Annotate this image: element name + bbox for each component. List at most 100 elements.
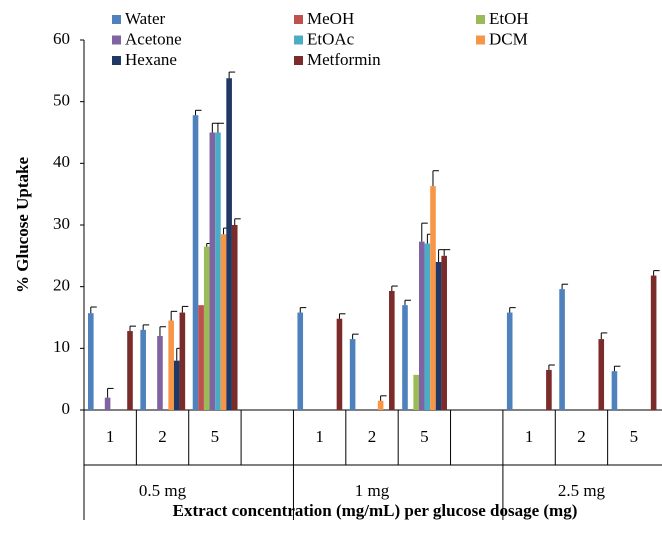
error-bar bbox=[438, 249, 445, 262]
error-bar bbox=[181, 305, 189, 313]
error-bar bbox=[509, 307, 516, 313]
error-bar bbox=[211, 122, 219, 133]
bar bbox=[650, 275, 657, 410]
bar bbox=[413, 374, 419, 410]
legend-swatch bbox=[112, 35, 121, 45]
y-tick-label: 30 bbox=[53, 214, 70, 233]
legend-swatch bbox=[112, 15, 121, 24]
legend-label: EtOH bbox=[489, 9, 529, 28]
bar bbox=[192, 115, 199, 410]
error-bar bbox=[561, 283, 569, 290]
error-bar bbox=[404, 299, 411, 306]
x-tick-label: 5 bbox=[630, 427, 639, 446]
error-bar bbox=[421, 222, 428, 242]
error-bar bbox=[352, 333, 359, 340]
bar bbox=[418, 241, 425, 410]
bar bbox=[349, 339, 356, 410]
legend-swatch bbox=[476, 35, 485, 45]
y-tick-label: 20 bbox=[53, 276, 70, 295]
bar bbox=[297, 312, 304, 410]
legend-label: Acetone bbox=[125, 29, 182, 48]
x-tick-label: 5 bbox=[420, 427, 429, 446]
y-tick-label: 60 bbox=[53, 29, 70, 48]
legend-swatch bbox=[476, 15, 485, 24]
bar bbox=[559, 289, 565, 410]
error-bar bbox=[432, 170, 439, 187]
error-bar bbox=[170, 310, 178, 321]
group-label: 1 mg bbox=[355, 481, 390, 500]
bar bbox=[173, 360, 180, 410]
legend-swatch bbox=[294, 35, 303, 45]
bar bbox=[179, 312, 186, 410]
error-bar bbox=[159, 326, 166, 336]
bar bbox=[231, 225, 238, 410]
legend-label: MeOH bbox=[307, 9, 354, 28]
bar bbox=[140, 329, 146, 410]
error-bar bbox=[443, 249, 451, 256]
error-bar bbox=[653, 270, 660, 276]
legend-swatch bbox=[294, 15, 303, 24]
legend-label: EtOAc bbox=[307, 29, 355, 48]
bar bbox=[157, 336, 163, 410]
legend-label: DCM bbox=[489, 29, 528, 48]
x-tick-label: 1 bbox=[525, 427, 534, 446]
bar bbox=[598, 339, 605, 410]
legend-swatch bbox=[112, 56, 121, 65]
group-label: 2.5 mg bbox=[558, 481, 606, 500]
legend-label: Metformin bbox=[307, 50, 381, 69]
error-bar bbox=[548, 364, 555, 370]
bar bbox=[424, 243, 431, 410]
bar bbox=[546, 369, 552, 410]
bar bbox=[441, 255, 447, 410]
x-tick-label: 2 bbox=[577, 427, 586, 446]
y-axis-title: % Glucose Uptake bbox=[13, 157, 32, 293]
legend-swatch bbox=[294, 56, 303, 65]
error-bar bbox=[299, 307, 307, 313]
bar bbox=[377, 400, 384, 410]
bar bbox=[168, 320, 174, 410]
x-tick-label: 1 bbox=[106, 427, 115, 446]
bar bbox=[402, 305, 408, 410]
x-axis-title: Extract concentration (mg/mL) per glucos… bbox=[172, 501, 578, 520]
error-bar bbox=[217, 122, 224, 133]
legend-label: Hexane bbox=[125, 50, 177, 69]
bar bbox=[198, 305, 204, 410]
y-tick-label: 0 bbox=[62, 399, 71, 418]
bar bbox=[220, 234, 227, 410]
group-label: 0.5 mg bbox=[139, 481, 187, 500]
bar bbox=[127, 331, 133, 410]
x-tick-label: 5 bbox=[211, 427, 220, 446]
error-bar bbox=[600, 332, 608, 340]
bar bbox=[203, 246, 210, 410]
error-bar bbox=[228, 71, 236, 79]
error-bar bbox=[613, 365, 621, 372]
error-bar bbox=[129, 325, 136, 332]
bar bbox=[209, 132, 216, 410]
bar bbox=[336, 318, 343, 410]
x-tick-label: 2 bbox=[158, 427, 167, 446]
x-tick-label: 2 bbox=[368, 427, 377, 446]
error-bar bbox=[391, 285, 398, 291]
y-tick-label: 50 bbox=[53, 91, 70, 110]
bar bbox=[430, 186, 436, 410]
bar bbox=[389, 290, 395, 410]
error-bar bbox=[338, 313, 346, 319]
bar bbox=[611, 371, 618, 410]
bar bbox=[215, 132, 221, 410]
bar bbox=[88, 313, 94, 410]
error-bar bbox=[234, 218, 241, 225]
bar bbox=[435, 262, 442, 410]
error-bar bbox=[195, 109, 202, 116]
bar bbox=[104, 397, 111, 410]
legend-label: Water bbox=[125, 9, 165, 28]
bar bbox=[506, 312, 513, 410]
bar bbox=[226, 78, 232, 410]
error-bar bbox=[90, 306, 97, 314]
y-tick-label: 40 bbox=[53, 152, 70, 171]
error-bar bbox=[142, 324, 150, 330]
error-bar bbox=[380, 395, 387, 401]
error-bar bbox=[107, 387, 114, 398]
x-tick-label: 1 bbox=[315, 427, 324, 446]
